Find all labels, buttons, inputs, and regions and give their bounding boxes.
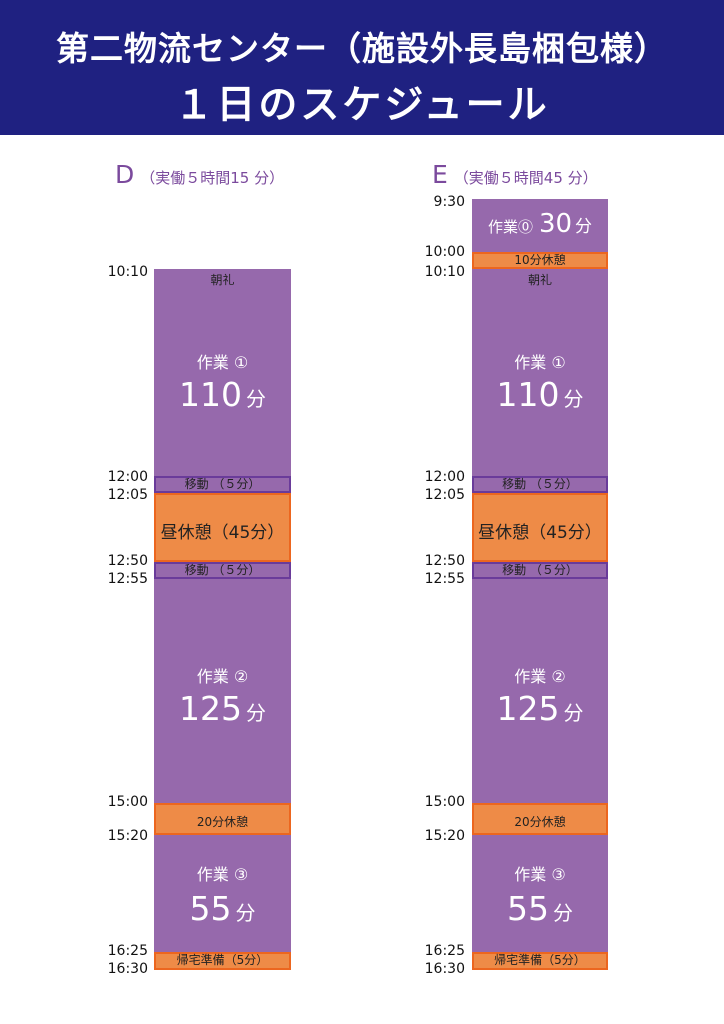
break-10-block: 10分休憩: [472, 252, 608, 269]
work-block-3: 作業 ③ 55 分: [154, 835, 291, 952]
time-label: 15:00: [107, 794, 148, 810]
break-20-block: 20分休憩: [154, 803, 291, 835]
work-minutes: 30: [538, 209, 573, 239]
time-label: 15:20: [424, 828, 465, 844]
prep-block: 帰宅準備（5分）: [472, 952, 608, 970]
work-label: 作業 ①: [196, 353, 249, 372]
column-e-label: E: [432, 160, 448, 189]
move-block: 移動 （５分）: [154, 476, 291, 493]
work-minutes: 110 分: [179, 375, 266, 414]
work-label: 作業 ②: [196, 667, 249, 686]
work-minutes: 125 分: [496, 689, 584, 728]
page-title: 第二物流センター（施設外長島梱包様）: [56, 29, 668, 68]
time-label: 10:10: [107, 264, 148, 280]
lunch-break-block: 昼休憩（45分）: [154, 493, 291, 562]
time-label: 12:00: [424, 469, 465, 485]
work-block-0: 作業⓪ 30 分: [472, 199, 608, 252]
time-label: 12:55: [107, 571, 148, 587]
prep-block: 帰宅準備（5分）: [154, 952, 291, 970]
break-20-block: 20分休憩: [472, 803, 608, 835]
time-label: 12:50: [424, 553, 465, 569]
time-label: 12:05: [424, 487, 465, 503]
time-label: 9:30: [433, 194, 465, 210]
lunch-break-block: 昼休憩（45分）: [472, 493, 608, 562]
column-d-subtitle: （実働５時間15 分）: [140, 169, 285, 187]
chorei-label: 朝礼: [210, 273, 235, 287]
time-label: 10:10: [424, 264, 465, 280]
time-label: 15:00: [424, 794, 465, 810]
move-block: 移動 （５分）: [472, 476, 608, 493]
time-label: 15:20: [107, 828, 148, 844]
work-minutes: 125 分: [179, 689, 266, 728]
work-block-2: 作業 ② 125 分: [154, 579, 291, 803]
work-0-row: 作業⓪ 30 分: [487, 209, 593, 239]
time-label: 16:30: [424, 961, 465, 977]
work-minutes: 55 分: [507, 889, 573, 928]
column-d-heading: D （実働５時間15 分）: [115, 160, 284, 189]
move-block: 移動 （５分）: [154, 562, 291, 579]
work-label: 作業⓪: [487, 218, 533, 236]
work-label: 作業 ③: [196, 865, 249, 884]
work-label: 作業 ③: [514, 865, 566, 884]
time-label: 12:55: [424, 571, 465, 587]
work-label: 作業 ②: [514, 667, 566, 686]
header-banner: 第二物流センター（施設外長島梱包様） １日のスケジュール: [0, 0, 724, 135]
column-e-subtitle: （実働５時間45 分）: [453, 169, 598, 187]
chorei-label: 朝礼: [527, 273, 552, 287]
time-label: 10:00: [424, 244, 465, 260]
work-minutes: 110 分: [496, 375, 584, 414]
column-e-heading: E （実働５時間45 分）: [432, 160, 598, 189]
time-label: 16:25: [424, 943, 465, 959]
time-label: 12:05: [107, 487, 148, 503]
work-block-2: 作業 ② 125 分: [472, 579, 608, 803]
work-block-1: 朝礼 作業 ① 110 分: [154, 269, 291, 476]
column-d-label: D: [115, 160, 135, 189]
time-label: 16:30: [107, 961, 148, 977]
work-block-3: 作業 ③ 55 分: [472, 835, 608, 952]
page-subtitle: １日のスケジュール: [174, 83, 550, 128]
move-block: 移動 （５分）: [472, 562, 608, 579]
time-label: 12:50: [107, 553, 148, 569]
time-label: 12:00: [107, 469, 148, 485]
work-block-1: 朝礼 作業 ① 110 分: [472, 269, 608, 476]
work-label: 作業 ①: [514, 353, 566, 372]
work-minutes: 55 分: [189, 889, 256, 928]
time-label: 16:25: [107, 943, 148, 959]
